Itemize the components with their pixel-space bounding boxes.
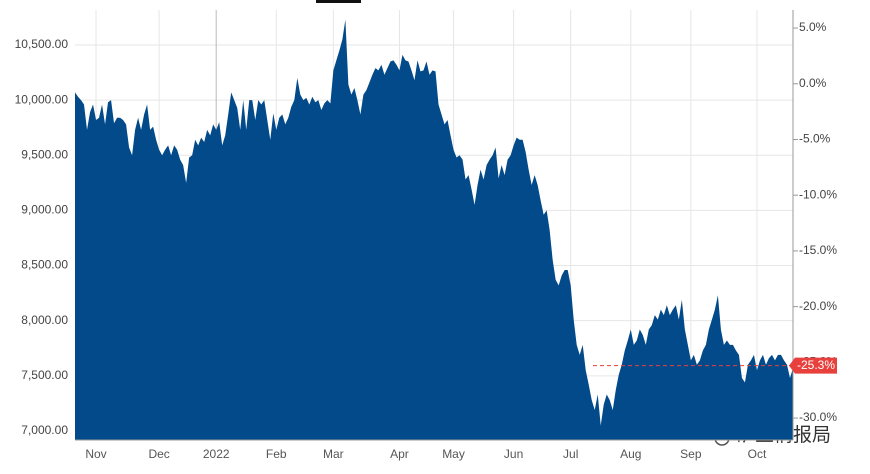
x-tick-label: Feb [266,447,287,461]
y2-tick-label: 5.0% [799,20,827,34]
x-tick-label: Apr [390,447,409,461]
x-tick-label: 2022 [203,447,230,461]
y2-tick-label: -20.0% [799,299,837,313]
y2-tick-label: -30.0% [799,410,837,424]
x-tick-label: Nov [85,447,106,461]
y-tick-label: 8,500.00 [21,258,68,272]
current-tag [789,357,837,374]
y-tick-label: 9,000.00 [21,203,68,217]
x-tick-label: Aug [620,447,641,461]
x-tick-label: Dec [148,447,169,461]
y2-tick-label: -15.0% [799,243,837,257]
y-tick-label: 7,000.00 [21,423,68,437]
x-tick-label: Oct [748,447,767,461]
current-label: -25.3% [797,358,835,372]
y-tick-label: 10,500.00 [15,37,69,51]
y2-tick-label: -10.0% [799,187,837,201]
y2-tick-label: -5.0% [799,132,831,146]
y-tick-label: 9,500.00 [21,147,68,161]
y-tick-label: 10,000.00 [15,92,69,106]
x-tick-label: Mar [323,447,344,461]
x-tick-label: Jul [563,447,578,461]
x-tick-label: May [442,447,465,461]
area [75,19,793,441]
y-tick-label: 8,000.00 [21,313,68,327]
x-tick-label: Jun [504,447,523,461]
y-tick-label: 7,500.00 [21,368,68,382]
y2-tick-label: 0.0% [799,76,827,90]
top-tab [316,0,361,3]
x-tick-label: Sep [680,447,702,461]
